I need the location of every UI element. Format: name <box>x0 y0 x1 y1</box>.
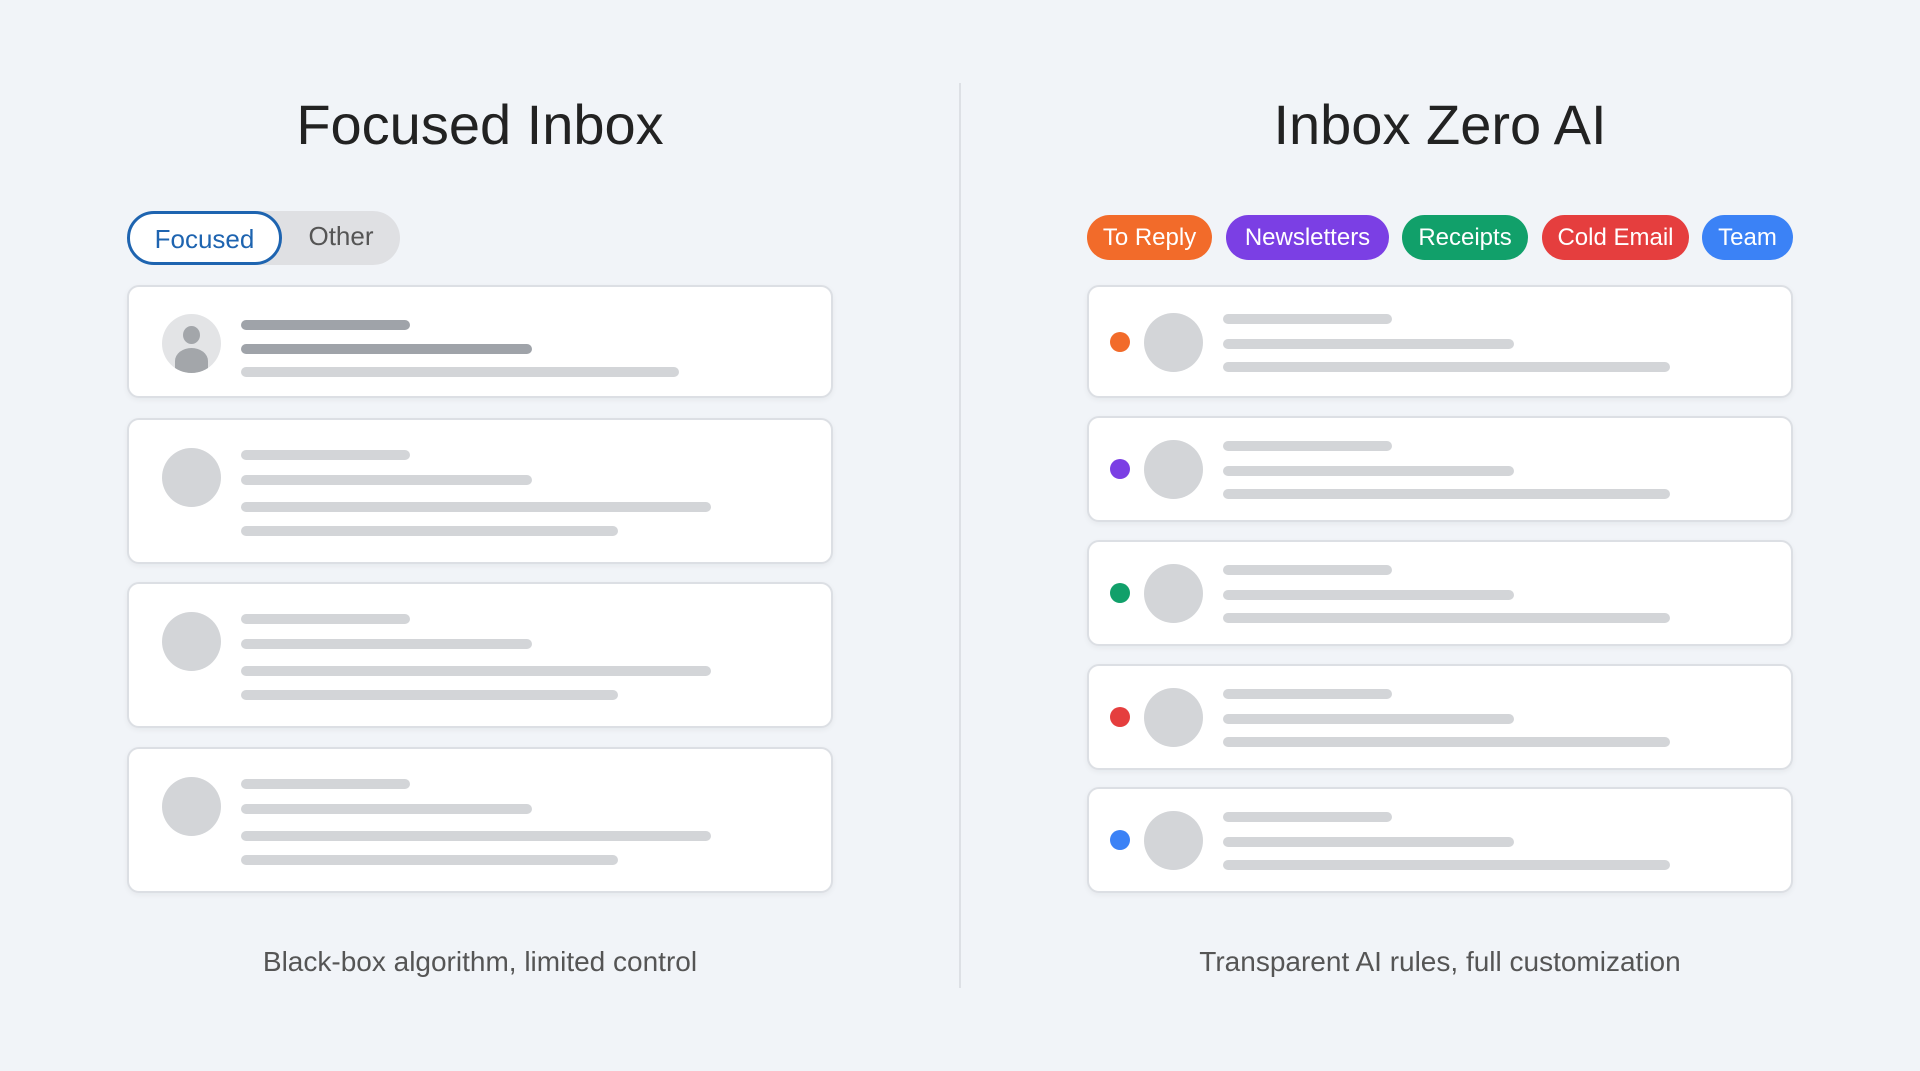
skeleton-line <box>1223 361 1670 372</box>
skeleton-line <box>1223 837 1514 847</box>
skeleton-line <box>241 320 410 330</box>
skeleton-line <box>241 502 711 512</box>
email-card-to-reply[interactable] <box>1087 285 1793 398</box>
email-card[interactable] <box>127 285 833 398</box>
tag-cold-email[interactable]: Cold Email <box>1542 215 1689 260</box>
skeleton-line <box>241 614 410 624</box>
skeleton-line <box>241 367 679 377</box>
label-dot <box>1110 707 1130 727</box>
label-dot <box>1110 331 1130 352</box>
tab-other[interactable]: Other <box>308 221 374 251</box>
avatar <box>162 448 221 507</box>
skeleton-line <box>1223 590 1514 600</box>
skeleton-line <box>1223 714 1514 724</box>
skeleton-line <box>1223 489 1670 499</box>
avatar <box>1144 440 1203 499</box>
skeleton-line <box>1223 689 1392 699</box>
skeleton-line <box>1223 860 1670 870</box>
skeleton-line <box>241 639 532 649</box>
avatar <box>162 777 221 836</box>
skeleton-line <box>1223 313 1392 324</box>
skeleton-line <box>1223 441 1392 451</box>
tag-newsletters[interactable]: Newsletters <box>1226 215 1389 260</box>
right-title: Inbox Zero AI <box>1273 93 1607 156</box>
left-title: Focused Inbox <box>296 93 664 156</box>
avatar-person-icon <box>162 314 221 373</box>
email-card-cold-email[interactable] <box>1087 664 1793 770</box>
label-dot <box>1110 583 1130 603</box>
email-card[interactable] <box>127 747 833 893</box>
skeleton-line <box>1223 613 1670 623</box>
skeleton-line <box>241 526 618 536</box>
avatar <box>1144 688 1203 747</box>
skeleton-line <box>241 450 410 460</box>
focused-other-toggle: Focused Other <box>127 211 400 265</box>
right-caption: Transparent AI rules, full customization <box>1199 946 1681 977</box>
email-card-team[interactable] <box>1087 787 1793 893</box>
skeleton-line <box>241 344 532 354</box>
skeleton-line <box>1223 812 1392 822</box>
tab-focused[interactable]: Focused <box>127 211 282 265</box>
tag-to-reply[interactable]: To Reply <box>1087 215 1212 260</box>
skeleton-line <box>1223 466 1514 476</box>
skeleton-line <box>241 831 711 841</box>
email-card-newsletters[interactable] <box>1087 416 1793 522</box>
avatar <box>1144 564 1203 623</box>
label-dot <box>1110 830 1130 850</box>
email-card[interactable] <box>127 582 833 728</box>
email-card-receipts[interactable] <box>1087 540 1793 646</box>
tag-receipts[interactable]: Receipts <box>1402 215 1528 260</box>
skeleton-line <box>1223 565 1392 575</box>
skeleton-line <box>241 804 532 814</box>
skeleton-line <box>241 666 711 676</box>
email-card[interactable] <box>127 418 833 564</box>
skeleton-line <box>1223 737 1670 747</box>
tag-team[interactable]: Team <box>1702 215 1793 260</box>
avatar <box>162 612 221 671</box>
label-dot <box>1110 459 1130 479</box>
left-caption: Black-box algorithm, limited control <box>262 946 698 977</box>
skeleton-line <box>241 475 532 485</box>
divider <box>959 83 961 988</box>
avatar <box>1144 811 1203 870</box>
skeleton-line <box>1223 338 1514 349</box>
skeleton-line <box>241 855 618 865</box>
skeleton-line <box>241 779 410 789</box>
skeleton-line <box>241 690 618 700</box>
avatar <box>1144 312 1203 372</box>
